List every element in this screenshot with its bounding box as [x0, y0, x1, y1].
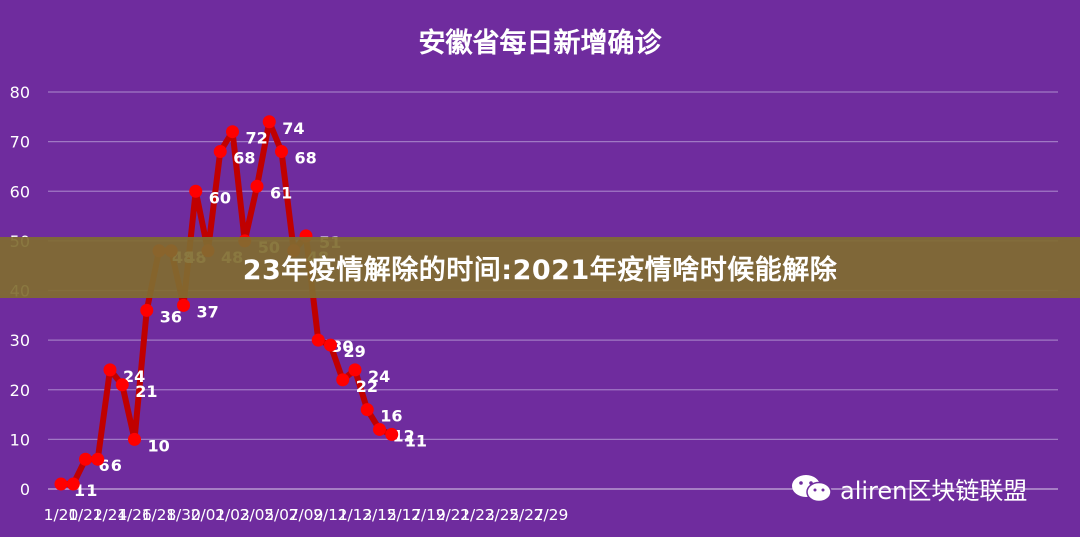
data-label: 11: [405, 431, 427, 450]
y-tick-label: 30: [10, 331, 30, 350]
y-tick-label: 70: [10, 133, 30, 152]
data-label: 1: [86, 481, 97, 500]
x-tick-label: 1/26: [117, 506, 152, 524]
x-tick-label: 2/23: [460, 506, 495, 524]
data-point: [324, 338, 337, 352]
series-line: [58, 118, 395, 488]
x-tick-label: 2/21: [436, 506, 471, 524]
data-point: [385, 427, 399, 441]
data-label: 60: [209, 188, 231, 207]
data-label: 30: [331, 337, 353, 356]
x-axis-ticks: 1/201/221/241/261/281/302/012/032/052/07…: [44, 506, 569, 524]
watermark-text: aliren区块链联盟: [840, 476, 1028, 505]
y-tick-label: 0: [20, 480, 30, 499]
data-point: [103, 363, 117, 377]
watermark: aliren区块链联盟: [790, 470, 1027, 506]
x-tick-label: 2/29: [534, 506, 569, 524]
y-tick-label: 10: [10, 430, 30, 449]
data-point: [189, 184, 203, 198]
data-label: 21: [135, 382, 157, 401]
data-label: 36: [160, 307, 182, 326]
x-tick-label: 1/22: [68, 506, 103, 524]
x-tick-label: 2/27: [509, 506, 544, 524]
x-tick-label: 2/03: [215, 506, 250, 524]
x-tick-label: 2/09: [289, 506, 324, 524]
data-point: [213, 145, 227, 159]
data-point: [177, 298, 190, 312]
data-point: [140, 303, 154, 317]
data-point: [373, 422, 386, 436]
data-point: [311, 333, 325, 347]
data-point: [360, 403, 374, 417]
data-label: 6: [99, 456, 110, 475]
data-label: 10: [148, 436, 170, 455]
x-tick-label: 2/01: [191, 506, 226, 524]
x-tick-label: 2/11: [313, 506, 348, 524]
x-tick-label: 1/30: [166, 506, 201, 524]
x-tick-label: 1/28: [142, 506, 177, 524]
chart-title: 安徽省每日新增确诊: [419, 27, 663, 59]
data-point: [79, 452, 92, 466]
x-tick-label: 2/05: [240, 506, 275, 524]
data-label: 68: [233, 149, 255, 168]
data-point: [91, 452, 105, 466]
data-label: 16: [380, 407, 402, 426]
headline-banner: 23年疫情解除的时间:2021年疫情啥时候能解除: [0, 237, 1080, 298]
x-tick-label: 1/24: [93, 506, 128, 524]
data-label: 37: [197, 302, 219, 321]
data-label: 61: [270, 183, 292, 202]
data-point: [336, 373, 350, 387]
y-tick-label: 80: [10, 83, 30, 102]
y-tick-label: 60: [10, 182, 30, 201]
y-tick-label: 20: [10, 381, 30, 400]
data-label: 68: [295, 149, 317, 168]
data-label: 22: [356, 377, 378, 396]
x-tick-label: 2/19: [411, 506, 446, 524]
data-label: 1: [74, 481, 85, 500]
x-tick-label: 2/13: [338, 506, 373, 524]
x-tick-label: 2/15: [362, 506, 397, 524]
series-layer: 1166242110364848376048687250617468485130…: [54, 115, 427, 500]
data-point: [262, 115, 276, 129]
x-tick-label: 2/07: [264, 506, 299, 524]
data-label: 24: [368, 367, 390, 386]
data-label: 12: [393, 426, 415, 445]
data-label: 29: [344, 342, 366, 361]
data-point: [54, 477, 68, 491]
data-point: [250, 179, 264, 193]
data-point: [66, 477, 80, 491]
data-label: 74: [282, 119, 304, 138]
data-point: [348, 363, 362, 377]
data-label: 72: [246, 129, 268, 148]
data-label: 24: [123, 367, 145, 386]
data-label: 6: [111, 456, 122, 475]
x-tick-label: 2/17: [387, 506, 422, 524]
data-point: [275, 145, 288, 159]
wechat-icon: [792, 475, 832, 503]
x-tick-label: 2/25: [485, 506, 520, 524]
x-tick-label: 1/20: [44, 506, 79, 524]
data-point: [115, 378, 129, 392]
headline-text: 23年疫情解除的时间:2021年疫情啥时候能解除: [242, 255, 838, 286]
data-point: [226, 125, 239, 139]
data-point: [128, 432, 141, 446]
